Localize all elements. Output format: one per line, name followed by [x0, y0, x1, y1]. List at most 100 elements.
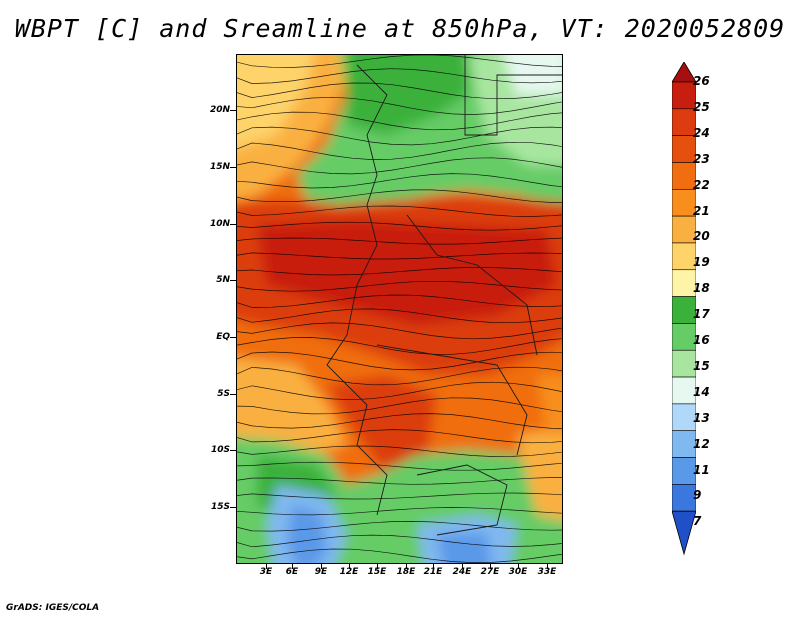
streamline: [237, 548, 562, 563]
streamline: [237, 492, 562, 500]
colorbar-label: 14: [693, 384, 710, 399]
map-panel: [236, 54, 563, 564]
lon-tick: [321, 564, 322, 569]
lon-tick: [490, 564, 491, 569]
colorbar-label: 15: [693, 358, 710, 373]
streamline: [237, 534, 562, 548]
streamline: [237, 252, 562, 260]
colorbar-label: 26: [693, 74, 710, 88]
streamline: [237, 322, 562, 340]
lat-label: 5N: [216, 275, 230, 285]
lon-label: 24E: [452, 567, 472, 577]
lat-label: 20N: [209, 105, 230, 115]
lon-tick: [518, 564, 519, 569]
colorbar-label: 13: [693, 410, 710, 425]
lat-label: 15N: [209, 162, 230, 172]
colorbar-swatch: [672, 81, 696, 110]
streamline: [237, 308, 562, 324]
chart-title: WBPT [C] and Sreamline at 850hPa, VT: 20…: [14, 14, 786, 43]
colorbar-swatch: [672, 296, 696, 324]
streamline: [237, 267, 562, 276]
streamline: [237, 461, 562, 471]
colorbar-label: 9: [693, 488, 702, 503]
colorbar-label: 21: [693, 203, 710, 218]
streamline: [237, 68, 562, 84]
lat-tick: [230, 337, 236, 338]
colorbar-label: 22: [693, 177, 710, 192]
wbpt-field-map: [237, 55, 562, 563]
colorbar-swatch: [672, 215, 696, 244]
streamline: [237, 351, 562, 371]
colorbar-label: 17: [693, 307, 710, 322]
streamline: [237, 477, 562, 485]
streamline: [237, 337, 562, 355]
lon-label: 33E: [537, 567, 557, 577]
colorbar-swatch: [672, 108, 696, 136]
colorbar-label: 25: [693, 99, 710, 114]
streamline: [237, 126, 562, 146]
lon-tick: [266, 564, 267, 569]
colorbar-label: 20: [693, 229, 710, 244]
colorbar-label: 19: [693, 255, 710, 270]
colorbar-swatch: [672, 269, 696, 297]
lon-tick: [349, 564, 350, 569]
lon-label: 3E: [259, 567, 273, 577]
colorbar-label: 12: [693, 436, 710, 451]
lon-tick: [462, 564, 463, 569]
colorbar-label: 18: [693, 281, 710, 296]
lat-label: 5S: [217, 389, 230, 399]
streamline: [237, 237, 562, 245]
lon-label: 27E: [480, 567, 500, 577]
grads-credit: GrADS: IGES/COLA: [6, 603, 100, 613]
streamline: [237, 205, 562, 217]
streamline: [237, 413, 562, 429]
lon-tick: [433, 564, 434, 569]
streamline: [237, 366, 562, 386]
streamline: [237, 521, 562, 532]
colorbar-label: 23: [693, 151, 710, 166]
colorbar: [672, 62, 696, 556]
lat-tick: [230, 224, 236, 225]
lat-tick: [230, 110, 236, 111]
lon-label: 21E: [423, 567, 443, 577]
streamline: [237, 397, 562, 415]
lon-tick: [406, 564, 407, 569]
colorbar-label: 16: [693, 333, 710, 347]
streamline: [237, 280, 562, 292]
lon-tick: [377, 564, 378, 569]
lat-tick: [230, 280, 236, 281]
colorbar-swatch: [672, 162, 696, 190]
lon-label: 15E: [367, 567, 387, 577]
lat-tick: [230, 167, 236, 168]
colorbar-label: 24: [693, 125, 710, 140]
streamline: [237, 507, 562, 516]
streamline: [237, 381, 562, 401]
streamline: [237, 294, 562, 308]
lon-tick: [292, 564, 293, 569]
streamline: [237, 96, 562, 115]
lon-label: 6E: [285, 567, 299, 577]
lon-tick: [547, 564, 548, 569]
streamline: [237, 55, 562, 68]
streamline: [237, 173, 562, 189]
lon-label: 18E: [396, 567, 416, 577]
streamline: [237, 189, 562, 203]
lon-label: 30E: [508, 567, 528, 577]
colorbar-label: 11: [693, 462, 710, 477]
colorbar-bottom-arrow: [672, 510, 696, 556]
streamline: [237, 221, 562, 231]
streamline: [237, 82, 562, 100]
streamline: [237, 157, 562, 175]
streamline: [237, 141, 562, 160]
lat-label: 15S: [210, 502, 230, 512]
streamline: [237, 445, 562, 457]
streamline: [237, 111, 562, 131]
lat-tick: [230, 507, 236, 508]
lat-label: 10N: [209, 219, 230, 229]
colorbar-swatch: [672, 484, 696, 512]
lat-tick: [230, 394, 236, 395]
streamline: [237, 429, 562, 444]
colorbar-label: 7: [693, 514, 702, 529]
lat-tick: [230, 450, 236, 451]
lat-label: 10S: [210, 445, 230, 455]
